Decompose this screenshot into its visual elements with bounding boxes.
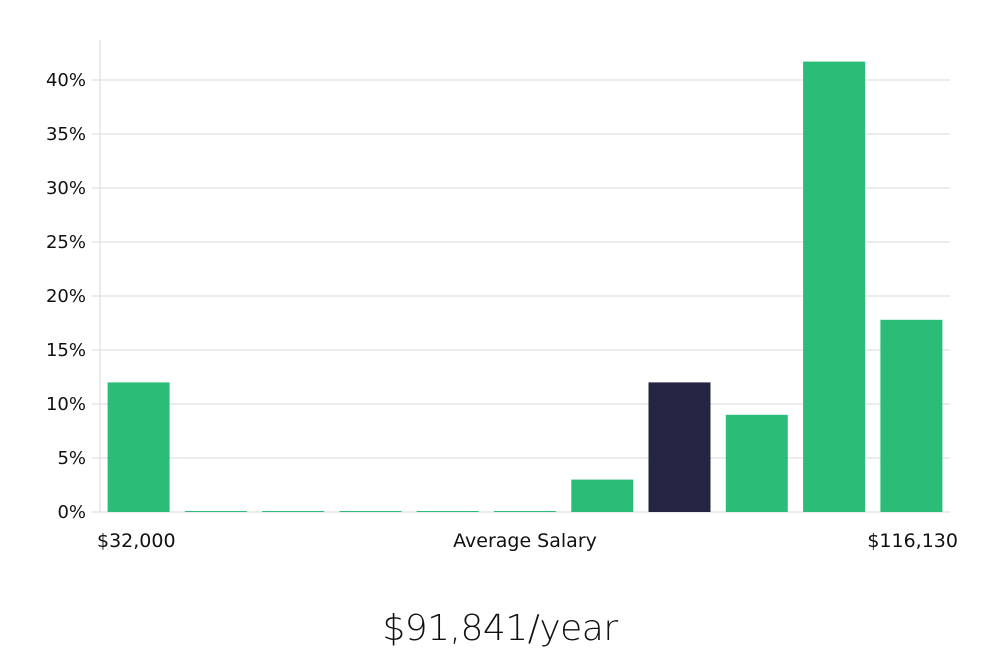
y-tick-label: 5% [57,448,86,469]
bar [571,479,634,512]
salary-histogram: 0% 5% 10% 15% 20% 25% 30% 35% 40% $32,000 Averag… [46,40,958,552]
x-axis-center-label: Average Salary [453,530,597,552]
average-salary-value: $91,841/year [382,608,618,649]
y-tick-label: 40% [46,70,86,91]
bar [416,511,479,512]
y-tick-label: 10% [46,394,86,415]
bar [725,414,788,512]
y-axis-ticks: 0% 5% 10% 15% 20% 25% 30% 35% 40% [46,70,86,523]
y-tick-label: 20% [46,286,86,307]
bar [184,511,247,512]
bar [339,511,402,512]
bar [262,511,325,512]
x-axis-max-label: $116,130 [867,530,958,552]
y-tick-label: 35% [46,124,86,145]
y-tick-label: 0% [57,502,86,523]
y-tick-label: 15% [46,340,86,361]
bar [880,319,943,512]
y-tick-label: 30% [46,178,86,199]
bar [803,61,866,512]
y-tick-label: 25% [46,232,86,253]
bar [494,511,556,512]
bar-highlighted [648,382,711,512]
bar [107,382,170,512]
x-axis-min-label: $32,000 [97,530,176,552]
bars [107,61,943,512]
